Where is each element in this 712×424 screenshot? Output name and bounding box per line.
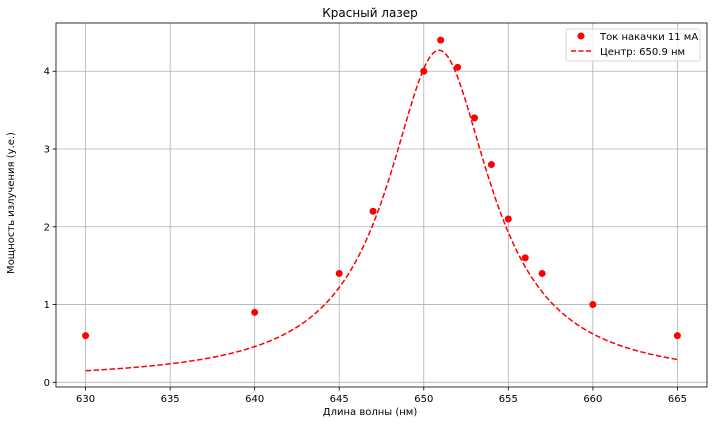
y-tick-label: 1 xyxy=(44,300,50,311)
data-point xyxy=(369,207,377,215)
data-point xyxy=(521,254,529,262)
x-tick-label: 660 xyxy=(583,394,602,405)
data-point xyxy=(487,161,495,169)
data-point xyxy=(420,67,428,75)
x-axis-label: Длина волны (нм) xyxy=(323,407,418,418)
legend-box xyxy=(565,28,701,62)
x-tick-label: 635 xyxy=(161,394,180,405)
data-point xyxy=(471,114,478,122)
data-point xyxy=(82,332,90,340)
x-tick-label: 645 xyxy=(330,394,349,405)
data-point xyxy=(673,332,681,340)
legend: Ток накачки 11 мА Центр: 650.9 нм xyxy=(565,28,701,62)
chart-title: Красный лазер xyxy=(322,6,417,20)
data-point xyxy=(454,63,462,71)
y-tick-label: 0 xyxy=(44,378,50,389)
data-point xyxy=(251,308,259,316)
legend-label-fit: Центр: 650.9 нм xyxy=(600,47,685,58)
grid xyxy=(56,23,707,387)
x-tick-label: 650 xyxy=(414,394,433,405)
fit-curve xyxy=(85,49,678,372)
y-axis-ticks: 0 1 2 3 4 xyxy=(44,67,56,389)
data-point xyxy=(538,269,546,277)
data-point xyxy=(335,269,343,277)
data-points-layer xyxy=(82,36,681,340)
legend-label-points: Ток накачки 11 мА xyxy=(599,32,698,43)
x-axis-ticks: 630 635 640 645 650 655 660 665 xyxy=(76,387,687,405)
x-tick-label: 655 xyxy=(499,394,518,405)
y-tick-label: 2 xyxy=(44,222,50,233)
fit-curve-layer xyxy=(85,49,678,372)
y-axis-label: Мощность излучения (у.е.) xyxy=(6,132,17,274)
data-point xyxy=(504,215,512,223)
y-tick-label: 4 xyxy=(44,67,50,78)
legend-marker-points xyxy=(577,32,585,40)
plot-frame xyxy=(55,22,708,388)
data-point xyxy=(437,36,445,44)
x-tick-label: 665 xyxy=(668,394,687,405)
data-point xyxy=(589,301,597,309)
y-tick-label: 3 xyxy=(44,145,50,156)
x-tick-label: 630 xyxy=(76,394,95,405)
x-tick-label: 640 xyxy=(245,394,264,405)
